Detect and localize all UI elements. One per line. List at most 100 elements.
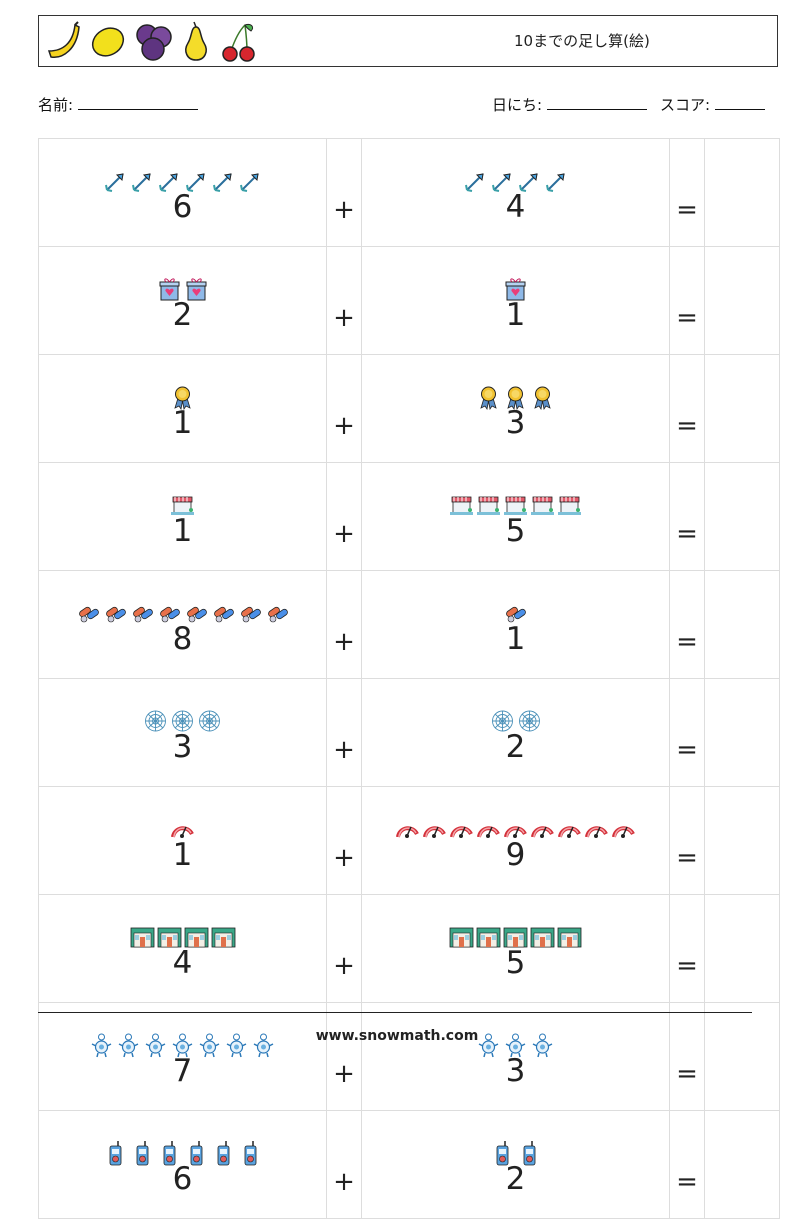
operand-a-cell: 8 bbox=[38, 570, 327, 679]
operand-b-cell: 5 bbox=[361, 894, 670, 1003]
pill-icon bbox=[78, 606, 99, 623]
problem-row: 2 +1 = bbox=[38, 246, 780, 355]
equals-sign: = bbox=[669, 462, 705, 571]
operand-a-icons bbox=[39, 600, 326, 626]
speedometer-icon bbox=[450, 826, 473, 838]
operand-a-icons bbox=[39, 708, 326, 734]
operand-a-icons bbox=[39, 492, 326, 518]
name-blank[interactable] bbox=[77, 95, 198, 110]
speedometer-icon bbox=[423, 826, 446, 838]
score-field: スコア: bbox=[660, 94, 765, 115]
operand-b-number: 1 bbox=[505, 621, 526, 657]
equals-sign: = bbox=[669, 138, 705, 247]
operand-a-cell: 1 bbox=[38, 354, 327, 463]
operand-b-cell: 2 bbox=[361, 678, 670, 787]
header-box: 10までの足し算(絵) bbox=[38, 15, 778, 67]
answer-cell[interactable] bbox=[704, 1002, 780, 1111]
operand-a-cell: 4 bbox=[38, 894, 327, 1003]
banana-icon bbox=[47, 21, 80, 58]
worksheet-title: 10までの足し算(絵) bbox=[514, 32, 650, 50]
storefront-icon bbox=[530, 927, 555, 948]
storefront-icon bbox=[157, 927, 181, 948]
spider-web-icon bbox=[199, 710, 220, 732]
spider-web-icon bbox=[172, 710, 193, 732]
name-label: 名前: bbox=[38, 96, 74, 114]
market-stall-icon bbox=[477, 496, 500, 515]
operand-a-number: 7 bbox=[172, 1053, 193, 1089]
answer-cell[interactable] bbox=[704, 1110, 780, 1219]
operand-b-number: 9 bbox=[505, 837, 526, 873]
robot-icon bbox=[478, 1033, 499, 1058]
score-label: スコア: bbox=[660, 96, 711, 114]
medal-icon bbox=[480, 386, 497, 410]
fruit-strip bbox=[45, 20, 261, 64]
operand-b-cell: 3 bbox=[361, 354, 670, 463]
storefront-icon bbox=[130, 927, 154, 948]
plus-sign: + bbox=[326, 462, 362, 571]
operand-a-number: 1 bbox=[172, 837, 193, 873]
plus-sign: + bbox=[326, 1110, 362, 1219]
answer-cell[interactable] bbox=[704, 678, 780, 787]
arrow-icon bbox=[185, 173, 205, 192]
operand-b-icons bbox=[362, 708, 669, 734]
problem-row: 1 +5 = bbox=[38, 462, 780, 571]
medal-icon bbox=[174, 386, 191, 410]
storefront-icon bbox=[476, 927, 501, 948]
operand-a-number: 6 bbox=[172, 189, 193, 225]
arrow-icon bbox=[491, 173, 511, 192]
operand-b-cell: 1 bbox=[361, 570, 670, 679]
operand-a-cell: 6 bbox=[38, 138, 327, 247]
answer-cell[interactable] bbox=[704, 138, 780, 247]
date-blank[interactable] bbox=[546, 95, 647, 110]
problem-row: 8 +1 = bbox=[38, 570, 780, 679]
operand-b-icons bbox=[362, 384, 669, 410]
operand-b-number: 5 bbox=[505, 513, 526, 549]
answer-cell[interactable] bbox=[704, 246, 780, 355]
speedometer-icon bbox=[558, 826, 581, 838]
storefront-icon bbox=[184, 927, 208, 948]
market-stall-icon bbox=[504, 496, 527, 515]
operand-b-icons bbox=[362, 1032, 669, 1058]
market-stall-icon bbox=[531, 496, 554, 515]
problem-row: 3 +2 = bbox=[38, 678, 780, 787]
operand-a-icons bbox=[39, 924, 326, 950]
operand-b-cell: 2 bbox=[361, 1110, 670, 1219]
problem-row: 6 +4 = bbox=[38, 138, 780, 247]
speedometer-icon bbox=[585, 826, 608, 838]
robot-icon bbox=[532, 1033, 553, 1058]
footer-divider bbox=[38, 1012, 752, 1013]
problem-row: 7 +3 = bbox=[38, 1002, 780, 1111]
operand-a-number: 4 bbox=[172, 945, 193, 981]
speedometer-icon bbox=[171, 826, 194, 838]
operand-a-icons bbox=[39, 276, 326, 302]
operand-a-cell: 6 bbox=[38, 1110, 327, 1219]
arrow-icon bbox=[104, 173, 124, 192]
date-label: 日にち: bbox=[492, 96, 543, 114]
footer-url: www.snowmath.com bbox=[315, 1028, 479, 1044]
answer-cell[interactable] bbox=[704, 786, 780, 895]
answer-cell[interactable] bbox=[704, 462, 780, 571]
plus-sign: + bbox=[326, 246, 362, 355]
spider-web-icon bbox=[491, 710, 513, 732]
pill-icon bbox=[105, 606, 126, 623]
speedometer-icon bbox=[477, 826, 500, 838]
operand-a-cell: 1 bbox=[38, 786, 327, 895]
operand-b-icons bbox=[362, 276, 669, 302]
operand-b-icons bbox=[362, 492, 669, 518]
speedometer-icon bbox=[531, 826, 554, 838]
plus-sign: + bbox=[326, 894, 362, 1003]
storefront-icon bbox=[557, 927, 582, 948]
pill-icon bbox=[132, 606, 153, 623]
operand-a-number: 6 bbox=[172, 1161, 193, 1197]
operand-a-cell: 1 bbox=[38, 462, 327, 571]
answer-cell[interactable] bbox=[704, 894, 780, 1003]
operand-b-number: 2 bbox=[505, 729, 526, 765]
answer-cell[interactable] bbox=[704, 354, 780, 463]
speedometer-icon bbox=[612, 826, 635, 838]
score-blank[interactable] bbox=[714, 95, 765, 110]
answer-cell[interactable] bbox=[704, 570, 780, 679]
plus-sign: + bbox=[326, 678, 362, 787]
robot-icon bbox=[199, 1033, 220, 1058]
speedometer-icon bbox=[504, 826, 527, 838]
equals-sign: = bbox=[669, 786, 705, 895]
